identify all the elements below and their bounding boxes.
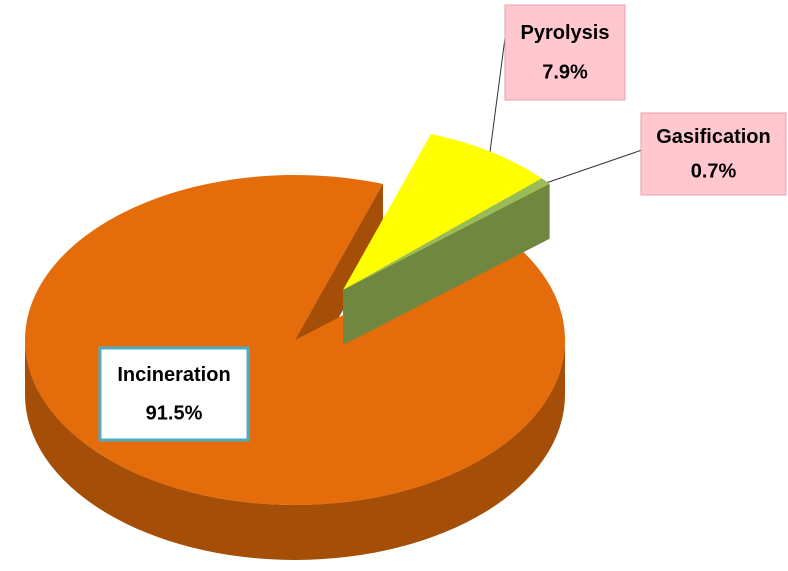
label-box <box>504 4 626 101</box>
slice-label: Pyrolysis <box>521 22 610 44</box>
label-box <box>640 112 787 196</box>
slice-label: Gasification <box>656 126 770 148</box>
slice <box>343 178 550 290</box>
slice-label: Incineration <box>117 364 230 386</box>
value-label: 0.7% <box>691 160 737 182</box>
label-box <box>98 346 250 442</box>
value-label: 7.9% <box>542 62 588 84</box>
value-label: 91.5% <box>146 403 203 425</box>
slice <box>343 133 542 290</box>
slice-side <box>25 340 565 560</box>
leader-line <box>545 149 643 184</box>
slice-wall <box>343 183 550 345</box>
leader-line <box>489 37 506 153</box>
